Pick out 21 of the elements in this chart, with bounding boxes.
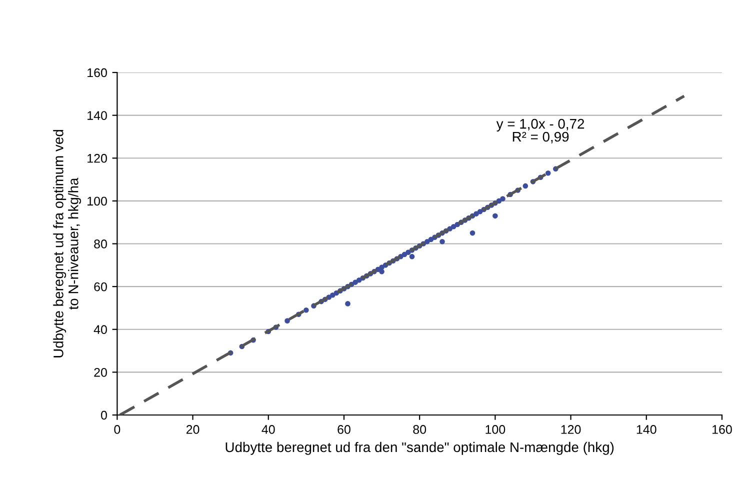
annotation: y = 1,0x - 0,72 R² = 0,99	[496, 118, 584, 144]
x-tick-label: 120	[561, 425, 581, 434]
x-tick-label: 40	[262, 425, 275, 434]
x-tick-label: 160	[712, 425, 732, 434]
x-tick-label: 60	[338, 425, 350, 434]
y-tick-label: 40	[94, 325, 107, 334]
x-tick-label: 100	[486, 425, 506, 434]
y-tick-label: 0	[100, 410, 107, 420]
x-tick-label: 80	[413, 425, 426, 434]
y-tick-label: 140	[88, 111, 107, 120]
y-tick-label: 80	[94, 240, 107, 248]
y-tick-label: 120	[88, 154, 107, 163]
y-tick-label: 160	[88, 68, 107, 78]
x-axis-title: Udbytte beregnet ud fra den "sande" optimale N-mængde (hkg)	[226, 442, 614, 455]
y-tick-label: 20	[94, 368, 107, 377]
y-axis-title: Udbytte beregnet ud fra optimum ved to N-niveauer, hkg/ha	[53, 130, 82, 358]
x-tick-label: 0	[114, 425, 120, 434]
y-tick-label: 60	[94, 282, 107, 292]
x-tick-label: 20	[186, 425, 200, 434]
y-tick-label: 100	[88, 196, 107, 206]
x-tick-label: 140	[636, 425, 656, 434]
